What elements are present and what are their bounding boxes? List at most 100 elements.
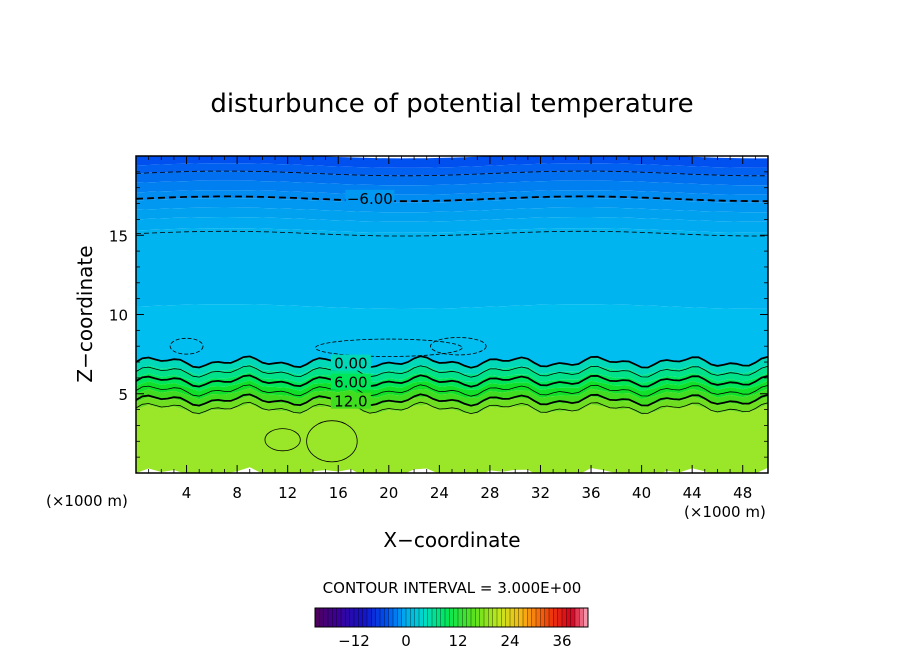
colorbar-frame (314, 607, 589, 628)
colorbar-cell (471, 608, 476, 627)
color-layer-5 (136, 198, 768, 213)
colorbar-cell (570, 608, 576, 627)
color-layer-11 (136, 364, 768, 384)
colorbar-ticks: −12 0 12 24 36 (338, 632, 571, 650)
colorbar-cell (475, 608, 480, 627)
colorbar-cell (488, 608, 493, 627)
colorbar-cell (388, 608, 394, 627)
x-axis-ticks: 4 8 12 16 20 24 28 32 36 40 44 48 (148, 156, 756, 502)
x-unit-label-right: (×1000 m) (684, 503, 766, 521)
colorbar-cell (375, 608, 381, 627)
colorbar-cell (484, 608, 489, 627)
contour-label-2: 6.00 (334, 374, 367, 392)
colorbar-cell (453, 608, 459, 627)
colorbar-cell (436, 608, 441, 627)
contour-closed-regions (169, 337, 487, 463)
colorbar-cell (349, 608, 355, 627)
x-tick-label-4: 20 (379, 484, 398, 502)
colorbar-cell (345, 608, 350, 627)
colorbar-cell (514, 608, 519, 627)
plot-area (136, 156, 768, 473)
colorbar-cell (536, 608, 541, 627)
color-layer-7 (136, 217, 768, 233)
colorbar-cell (419, 608, 424, 627)
color-layer-3 (136, 180, 768, 195)
x-axis-label: X−coordinate (383, 528, 520, 552)
contour-interval-label: CONTOUR INTERVAL = 3.000E+00 (323, 579, 582, 597)
x-tick-label-5: 24 (430, 484, 449, 502)
contour-line-4 (136, 365, 768, 378)
contour-line-6 (136, 384, 768, 397)
colorbar-cell (358, 608, 363, 627)
colorbar-cell (323, 608, 329, 627)
colorbar-cell (544, 608, 550, 627)
colorbar-cell (549, 608, 554, 627)
contour-line-8 (136, 401, 768, 415)
chart-title: disturbunce of potential temperature (210, 89, 693, 119)
colorbar-cell (362, 608, 368, 627)
contour-label-bg-2 (330, 373, 371, 390)
x-tick-label-7: 32 (531, 484, 550, 502)
colorbar-cell (367, 608, 372, 627)
x-tick-label-8: 36 (581, 484, 600, 502)
color-layer-9 (136, 304, 768, 368)
contour-line-3 (136, 355, 768, 369)
colorbar-cell (557, 608, 563, 627)
contour-lines (136, 170, 768, 415)
colorbar-tick-label-1: 0 (401, 632, 411, 650)
contour-line-7 (136, 393, 768, 407)
colorbar (314, 607, 589, 628)
colorbar-cell (540, 608, 545, 627)
colorbar-cell (328, 608, 333, 627)
colorbar-cell (427, 608, 433, 627)
color-layer-13 (136, 380, 768, 400)
color-layer-1 (136, 163, 768, 176)
color-layer-6 (136, 207, 768, 222)
colorbar-cell (380, 608, 385, 627)
x-tick-label-2: 12 (278, 484, 297, 502)
colorbar-cell (449, 608, 454, 627)
colorbar-tick-label-3: 24 (500, 632, 519, 650)
closed-contour-1 (315, 338, 463, 357)
colorbar-cell (527, 608, 532, 627)
contour-label-3: 12.0 (334, 393, 367, 411)
contour-line-2 (136, 230, 768, 237)
color-layer-2 (136, 171, 768, 186)
colorbar-cell (332, 608, 337, 627)
colorbar-cell (523, 608, 528, 627)
closed-contour-0 (169, 337, 204, 355)
colorbar-cell (492, 608, 498, 627)
x-tick-label-0: 4 (182, 484, 192, 502)
contour-label-bg-0 (345, 189, 395, 206)
colorbar-cell (440, 608, 446, 627)
color-layer-0 (136, 156, 768, 168)
colorbar-cell (397, 608, 402, 627)
colorbar-tick-label-0: −12 (338, 632, 370, 650)
contour-label-bg-1 (330, 354, 371, 371)
closed-contour-2 (430, 337, 487, 356)
colorbar-cell (371, 608, 376, 627)
x-tick-label-10: 44 (683, 484, 702, 502)
colorbar-cell (466, 608, 472, 627)
color-layer-12 (136, 372, 768, 392)
y-tick-label-1: 10 (109, 307, 128, 325)
colorbar-cell (432, 608, 437, 627)
colorbar-cell (315, 608, 320, 627)
colorbar-cell (423, 608, 428, 627)
closed-contour-3 (264, 428, 301, 452)
colorbar-cell (566, 608, 571, 627)
contour-label-0: −6.00 (347, 190, 393, 208)
color-layer-16 (136, 403, 768, 473)
colorbar-cell (401, 608, 407, 627)
x-tick-label-11: 48 (733, 484, 752, 502)
color-layer-14 (136, 388, 768, 408)
colorbar-cell (319, 608, 324, 627)
x-unit-label: (×1000 m) (46, 492, 128, 510)
colorbar-cell (575, 608, 580, 627)
x-tick-label-9: 40 (632, 484, 651, 502)
colorbar-cell (458, 608, 463, 627)
colorbar-cell (336, 608, 342, 627)
colorbar-cell (579, 608, 584, 627)
